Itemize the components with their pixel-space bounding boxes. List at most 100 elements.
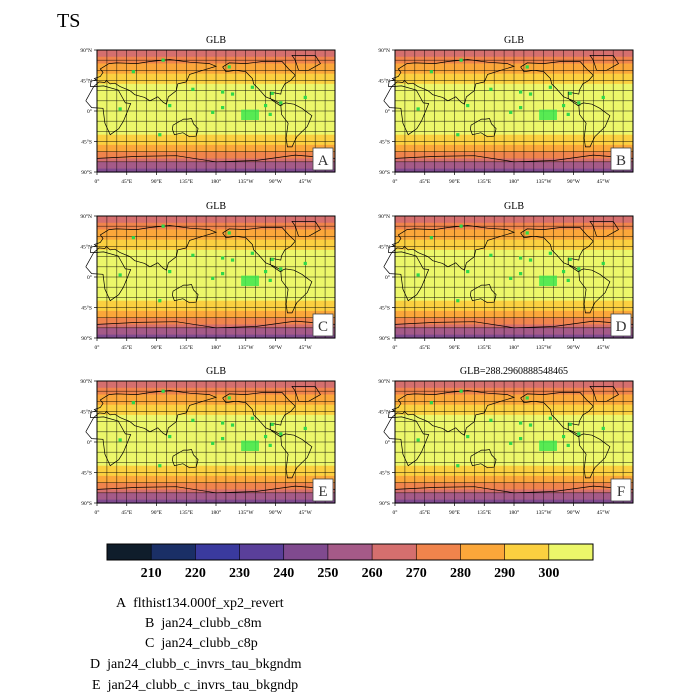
station-marker [566, 278, 570, 282]
coastline [280, 433, 313, 479]
colorbar-swatch [195, 544, 240, 560]
legend-line-c: C jan24_clubb_c8p [145, 636, 258, 652]
station-marker [566, 443, 570, 447]
x-tick-label: 135°E [477, 509, 491, 516]
station-marker [466, 269, 470, 274]
coastline [470, 284, 497, 304]
x-tick-label: 180° [211, 344, 221, 351]
colorbar-swatch [372, 544, 417, 560]
x-tick-label: 135°E [477, 178, 491, 185]
x-tick-label: 135°W [536, 178, 552, 185]
station-marker [221, 421, 225, 425]
y-tick-label: 45°S [379, 139, 390, 146]
station-marker [519, 421, 523, 425]
x-tick-label: 90°E [151, 509, 163, 516]
coastline [520, 61, 594, 106]
x-tick-label: 135°E [179, 509, 193, 516]
station-marker [548, 416, 552, 420]
legend-case-name: flthist134.000f_xp2_revert [133, 596, 284, 611]
station-marker [211, 441, 215, 445]
legend-letter: D [90, 657, 101, 672]
y-tick-label: 0° [385, 439, 390, 446]
legend-case-name: jan24_clubb_c8m [161, 616, 262, 631]
panel-letter: E [318, 484, 327, 500]
colorbar-label: 300 [538, 566, 559, 581]
x-tick-label: 135°E [179, 178, 193, 185]
region-box [539, 440, 557, 452]
y-tick-label: 45°S [81, 305, 92, 312]
coastline [222, 61, 296, 106]
station-marker [568, 91, 572, 95]
y-tick-label: 45°N [80, 409, 92, 416]
x-tick-label: 45°E [419, 344, 431, 351]
y-tick-label: 90°S [81, 169, 92, 176]
x-tick-label: 90°E [449, 178, 461, 185]
panel-letter: A [318, 153, 329, 169]
station-marker [263, 103, 268, 108]
y-tick-label: 90°S [379, 500, 390, 507]
station-marker [230, 423, 235, 427]
x-tick-label: 90°W [269, 178, 283, 185]
coastline [388, 390, 516, 436]
panel-letter-box [312, 478, 334, 502]
x-tick-label: 45°E [419, 509, 431, 516]
station-marker [158, 133, 162, 137]
station-marker [601, 95, 605, 100]
station-marker [263, 269, 268, 274]
station-marker [270, 91, 274, 95]
station-marker [131, 70, 135, 74]
y-tick-label: 90°N [80, 378, 92, 385]
coastline [172, 449, 199, 469]
station-marker [303, 95, 307, 100]
station-marker [509, 276, 513, 280]
station-marker [168, 434, 172, 439]
y-tick-label: 90°N [378, 213, 390, 220]
y-tick-label: 90°S [379, 335, 390, 342]
station-marker [568, 257, 572, 261]
station-marker [456, 299, 460, 303]
station-marker [131, 401, 135, 405]
x-tick-label: 90°E [449, 509, 461, 516]
y-tick-label: 90°S [379, 169, 390, 176]
coastline [90, 225, 218, 271]
station-marker [568, 422, 572, 426]
station-marker [561, 269, 566, 274]
legend-line-b: B jan24_clubb_c8m [145, 616, 262, 632]
x-tick-label: 90°W [567, 344, 581, 351]
station-marker [118, 107, 122, 111]
colorbar: 210 220 230 240 250 260 270 280 290 300 [106, 543, 594, 581]
panel-title: GLB [206, 201, 226, 212]
colorbar-label: 260 [362, 566, 383, 581]
x-tick-label: 45°E [419, 178, 431, 185]
x-tick-label: 90°E [449, 344, 461, 351]
station-marker [250, 85, 254, 89]
station-marker [466, 434, 470, 439]
x-tick-label: 45°W [299, 178, 313, 185]
x-tick-label: 0° [95, 344, 100, 351]
panel-title: GLB [504, 201, 524, 212]
colorbar-swatch [548, 544, 594, 560]
station-marker [459, 224, 463, 228]
legend-case-name: jan24_clubb_c_invrs_tau_bkgndp [107, 678, 299, 693]
x-tick-label: 90°W [269, 509, 283, 516]
station-marker [489, 418, 493, 422]
station-marker [268, 278, 272, 282]
x-tick-label: 0° [393, 509, 398, 516]
station-marker [158, 299, 162, 303]
colorbar-label: 230 [229, 566, 250, 581]
x-tick-label: 180° [509, 178, 519, 185]
legend-letter: C [145, 636, 155, 651]
coastline [90, 59, 218, 105]
y-tick-label: 45°N [378, 78, 390, 85]
station-marker [263, 434, 268, 439]
y-tick-label: 45°N [80, 78, 92, 85]
station-marker [221, 90, 225, 94]
station-marker [528, 423, 533, 427]
legend-case-name: jan24_clubb_c_invrs_tau_bkgndm [107, 657, 302, 672]
station-marker [519, 256, 523, 260]
x-tick-label: 90°E [151, 344, 163, 351]
station-marker [456, 464, 460, 468]
colorbar-label: 220 [185, 566, 206, 581]
legend-case-name: jan24_clubb_c8p [161, 636, 258, 651]
y-tick-label: 0° [385, 108, 390, 115]
